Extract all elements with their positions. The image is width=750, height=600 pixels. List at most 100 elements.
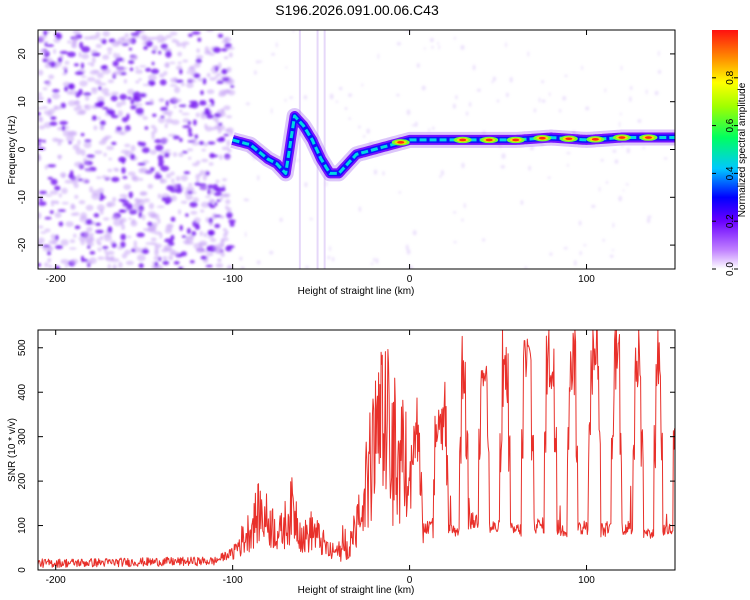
- spectrogram-ytick-label: 0: [17, 146, 28, 152]
- noise-blob: [67, 51, 76, 58]
- noise-blob: [73, 233, 77, 238]
- noise-blob: [135, 80, 140, 84]
- noise-blob: [111, 72, 117, 77]
- noise-blob: [431, 46, 434, 49]
- noise-blob: [216, 72, 221, 77]
- noise-blob: [96, 204, 105, 211]
- noise-blob: [180, 251, 187, 257]
- noise-blob: [183, 239, 190, 245]
- noise-blob: [71, 41, 77, 48]
- noise-blob: [59, 50, 69, 55]
- noise-blob: [209, 221, 213, 227]
- noise-blob: [141, 147, 150, 154]
- noise-blob: [43, 30, 48, 36]
- noise-blob: [135, 103, 143, 107]
- noise-blob: [538, 97, 541, 103]
- noise-blob: [226, 211, 233, 219]
- noise-blob: [245, 102, 250, 106]
- snr-series-line: [38, 330, 675, 568]
- noise-blob: [256, 260, 261, 265]
- noise-blob: [223, 105, 231, 111]
- noise-blob: [169, 31, 178, 36]
- noise-blob: [124, 143, 131, 148]
- noise-blob: [72, 144, 80, 151]
- noise-blob: [95, 222, 102, 226]
- noise-blob: [159, 178, 167, 184]
- noise-blob: [99, 235, 104, 241]
- noise-blob: [125, 260, 134, 265]
- noise-blob: [190, 210, 198, 215]
- noise-blob: [193, 73, 201, 79]
- noise-blob: [135, 209, 144, 212]
- noise-blob: [80, 133, 85, 137]
- noise-blob: [98, 241, 102, 246]
- noise-blob: [142, 116, 148, 120]
- noise-blob: [154, 243, 162, 248]
- noise-blob: [106, 145, 115, 151]
- noise-blob: [165, 201, 170, 205]
- noise-blob: [492, 76, 497, 82]
- noise-blob: [81, 149, 86, 157]
- noise-blob: [562, 96, 567, 101]
- noise-blob: [186, 148, 194, 152]
- noise-blob: [80, 212, 87, 219]
- noise-blob: [55, 265, 60, 269]
- noise-blob: [159, 73, 165, 78]
- noise-blob: [178, 152, 184, 157]
- noise-blob: [38, 237, 45, 244]
- noise-blob: [547, 176, 551, 179]
- noise-blob: [583, 244, 587, 247]
- noise-blob: [160, 43, 168, 50]
- noise-blob: [157, 40, 165, 43]
- noise-blob: [642, 146, 645, 150]
- noise-blob: [621, 144, 624, 148]
- noise-blob: [598, 186, 601, 192]
- noise-blob: [119, 209, 125, 213]
- noise-blob: [646, 217, 651, 224]
- noise-blob: [162, 48, 171, 51]
- noise-blob: [48, 264, 53, 268]
- noise-blob: [259, 60, 263, 63]
- noise-blob: [57, 57, 63, 63]
- noise-blob: [604, 88, 607, 93]
- noise-blob: [202, 78, 207, 85]
- noise-blob: [110, 114, 119, 119]
- noise-blob: [171, 251, 180, 256]
- noise-blob: [119, 67, 128, 70]
- noise-blob: [38, 212, 42, 220]
- noise-blob: [214, 202, 218, 206]
- figure-title: S196.2026.091.00.06.C43: [275, 2, 439, 18]
- noise-blob: [370, 262, 374, 265]
- noise-blob: [66, 135, 75, 143]
- noise-blob: [117, 110, 124, 117]
- noise-blob: [38, 125, 45, 130]
- noise-blob: [103, 152, 107, 157]
- noise-blob: [99, 197, 104, 201]
- colorbar: 0.0 0.2 0.4 0.6 0.8 Normalized spectral ampl…: [712, 30, 748, 276]
- noise-blob: [206, 73, 211, 78]
- noise-blob: [162, 260, 170, 265]
- noise-blob: [223, 81, 232, 85]
- noise-blob: [153, 255, 161, 261]
- noise-blob: [101, 87, 110, 94]
- noise-blob: [91, 115, 97, 121]
- noise-blob: [270, 107, 273, 114]
- noise-blob: [209, 205, 216, 209]
- noise-blob: [207, 141, 216, 145]
- noise-blob: [98, 140, 107, 145]
- noise-blob: [453, 241, 457, 244]
- noise-blob: [179, 68, 183, 75]
- noise-blob: [106, 250, 115, 255]
- noise-blob: [164, 62, 170, 68]
- noise-blob: [76, 110, 86, 115]
- noise-blob: [208, 230, 214, 236]
- noise-blob: [136, 232, 145, 238]
- colorbar-ticks: 0.0 0.2 0.4 0.6 0.8: [712, 70, 738, 276]
- noise-blob: [138, 211, 143, 218]
- noise-blob: [329, 246, 331, 252]
- noise-blob: [541, 80, 544, 84]
- noise-blob: [225, 199, 231, 205]
- noise-blob: [220, 240, 225, 247]
- noise-blob: [215, 75, 219, 79]
